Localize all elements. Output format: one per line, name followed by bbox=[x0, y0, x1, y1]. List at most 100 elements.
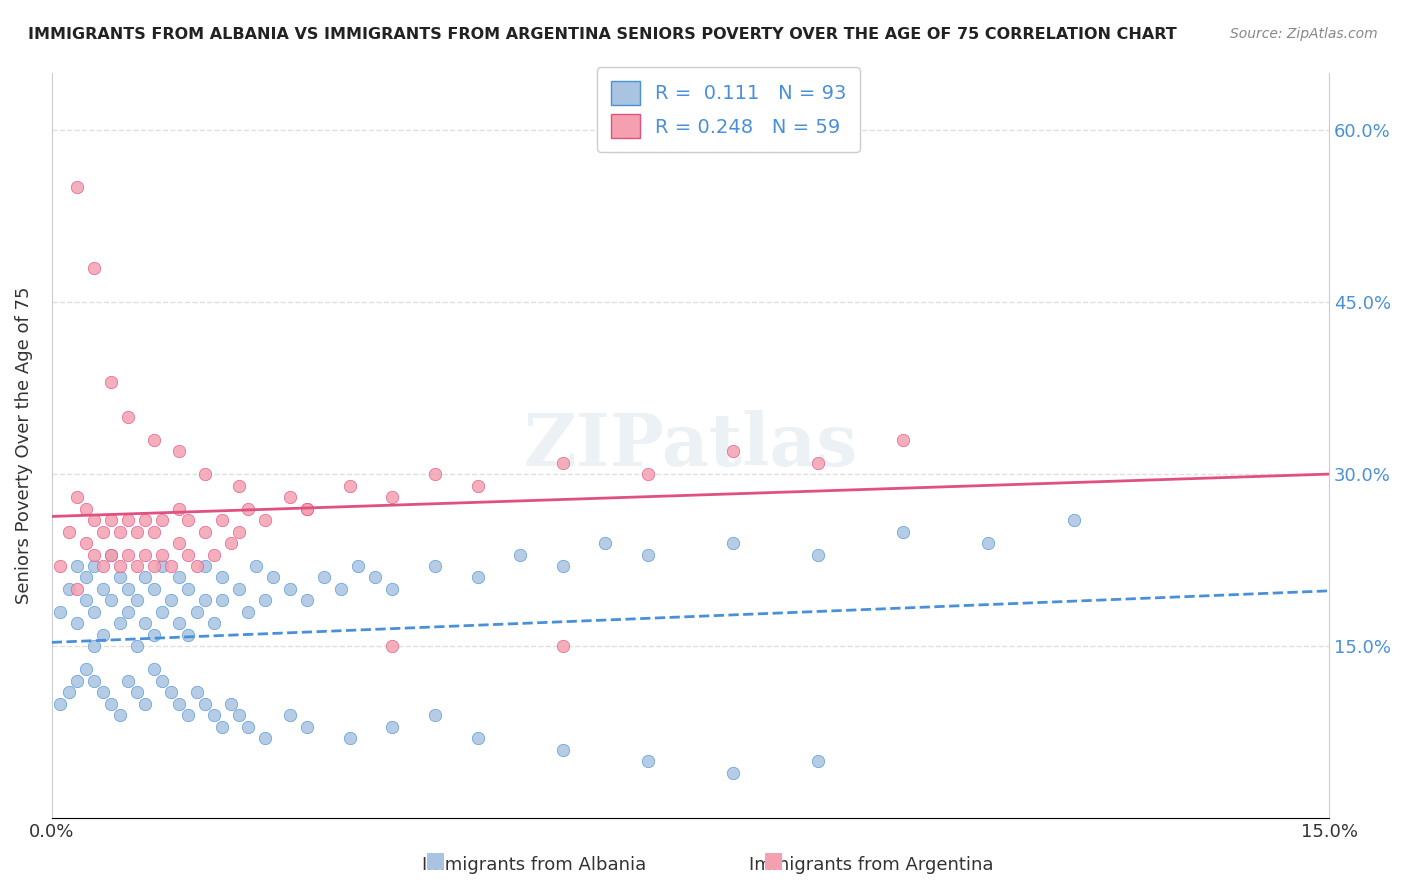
Point bbox=[219, 697, 242, 711]
Point bbox=[262, 570, 284, 584]
Point bbox=[211, 570, 233, 584]
Point bbox=[169, 536, 191, 550]
Point bbox=[152, 605, 174, 619]
Point bbox=[381, 490, 404, 504]
Point bbox=[186, 685, 208, 699]
Point bbox=[314, 570, 336, 584]
Point bbox=[551, 456, 574, 470]
Point bbox=[125, 593, 148, 607]
Point bbox=[117, 548, 139, 562]
Point bbox=[83, 673, 105, 688]
Point bbox=[83, 260, 105, 275]
Point bbox=[347, 559, 370, 574]
Point bbox=[83, 548, 105, 562]
Point bbox=[637, 548, 659, 562]
Point bbox=[152, 559, 174, 574]
Point bbox=[75, 662, 97, 676]
Text: IMMIGRANTS FROM ALBANIA VS IMMIGRANTS FROM ARGENTINA SENIORS POVERTY OVER THE AG: IMMIGRANTS FROM ALBANIA VS IMMIGRANTS FR… bbox=[28, 27, 1177, 42]
Point bbox=[125, 524, 148, 539]
Point bbox=[100, 376, 122, 390]
Point bbox=[551, 559, 574, 574]
Point bbox=[278, 708, 301, 723]
Point bbox=[152, 673, 174, 688]
Point bbox=[807, 548, 830, 562]
Point bbox=[467, 478, 489, 492]
Point bbox=[509, 548, 531, 562]
Point bbox=[142, 524, 165, 539]
Point bbox=[160, 685, 183, 699]
Point bbox=[49, 697, 72, 711]
Point bbox=[186, 605, 208, 619]
Point bbox=[278, 582, 301, 596]
Point bbox=[91, 524, 114, 539]
Point bbox=[202, 708, 225, 723]
Point bbox=[194, 593, 217, 607]
Point bbox=[202, 616, 225, 631]
Point bbox=[152, 513, 174, 527]
Point bbox=[381, 720, 404, 734]
Point bbox=[169, 616, 191, 631]
Point bbox=[467, 731, 489, 745]
Point bbox=[253, 513, 276, 527]
Point bbox=[1063, 513, 1085, 527]
Point bbox=[637, 467, 659, 482]
Point bbox=[278, 490, 301, 504]
Point bbox=[160, 559, 183, 574]
Y-axis label: Seniors Poverty Over the Age of 75: Seniors Poverty Over the Age of 75 bbox=[15, 286, 32, 604]
Point bbox=[108, 708, 131, 723]
Point bbox=[142, 433, 165, 447]
Point bbox=[194, 467, 217, 482]
Point bbox=[142, 662, 165, 676]
Point bbox=[194, 697, 217, 711]
Point bbox=[807, 456, 830, 470]
Point bbox=[423, 467, 446, 482]
Point bbox=[253, 593, 276, 607]
Point bbox=[236, 501, 259, 516]
Point bbox=[134, 570, 156, 584]
Point bbox=[977, 536, 1000, 550]
Point bbox=[721, 444, 744, 458]
Point bbox=[125, 685, 148, 699]
Point bbox=[91, 582, 114, 596]
Point bbox=[637, 754, 659, 768]
Point bbox=[177, 628, 200, 642]
Point bbox=[228, 582, 250, 596]
Point bbox=[75, 570, 97, 584]
Legend: R =  0.111   N = 93, R = 0.248   N = 59: R = 0.111 N = 93, R = 0.248 N = 59 bbox=[598, 67, 860, 152]
Point bbox=[66, 490, 89, 504]
Point bbox=[593, 536, 616, 550]
Point bbox=[75, 501, 97, 516]
Text: Immigrants from Argentina: Immigrants from Argentina bbox=[749, 856, 994, 874]
Point bbox=[75, 536, 97, 550]
Point bbox=[125, 559, 148, 574]
Point bbox=[253, 731, 276, 745]
Point bbox=[49, 559, 72, 574]
Point bbox=[228, 524, 250, 539]
Point bbox=[228, 478, 250, 492]
Point bbox=[211, 593, 233, 607]
Point bbox=[83, 513, 105, 527]
Point bbox=[142, 582, 165, 596]
Point bbox=[108, 524, 131, 539]
Point bbox=[177, 548, 200, 562]
Point bbox=[721, 765, 744, 780]
Point bbox=[807, 754, 830, 768]
Point bbox=[117, 582, 139, 596]
Point bbox=[219, 536, 242, 550]
Point bbox=[100, 697, 122, 711]
Point bbox=[83, 559, 105, 574]
Point bbox=[58, 582, 80, 596]
Point bbox=[100, 593, 122, 607]
Point bbox=[169, 444, 191, 458]
Point bbox=[58, 524, 80, 539]
Point bbox=[364, 570, 387, 584]
Point bbox=[169, 501, 191, 516]
Point bbox=[236, 605, 259, 619]
Point bbox=[236, 720, 259, 734]
Point bbox=[134, 697, 156, 711]
Point bbox=[381, 582, 404, 596]
Point bbox=[891, 524, 914, 539]
Point bbox=[228, 708, 250, 723]
Point bbox=[58, 685, 80, 699]
Point bbox=[177, 708, 200, 723]
